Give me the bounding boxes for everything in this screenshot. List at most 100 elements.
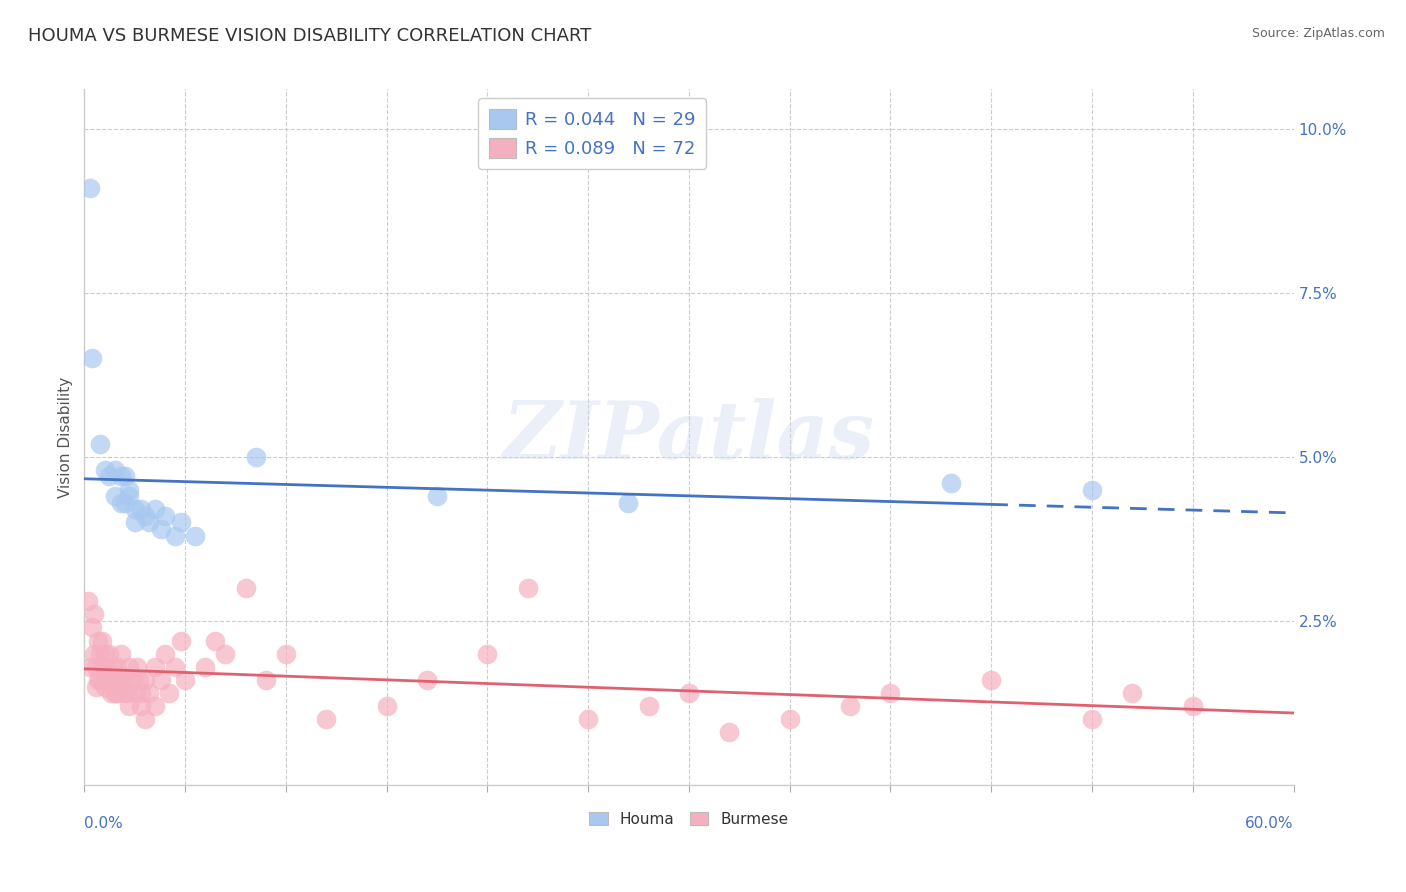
Point <box>315 712 337 726</box>
Point <box>194 660 217 674</box>
Point <box>617 496 640 510</box>
Point <box>170 633 193 648</box>
Point <box>1081 712 1104 726</box>
Point <box>110 469 132 483</box>
Point <box>134 508 156 523</box>
Point <box>115 686 138 700</box>
Point <box>516 581 538 595</box>
Point <box>107 673 129 687</box>
Point <box>879 686 901 700</box>
Point <box>110 647 132 661</box>
Point <box>118 660 141 674</box>
Point <box>718 725 741 739</box>
Point <box>254 673 277 687</box>
Point <box>143 699 166 714</box>
Point <box>82 351 104 366</box>
Point <box>678 686 700 700</box>
Point <box>86 680 108 694</box>
Point <box>97 673 120 687</box>
Point <box>165 528 187 542</box>
Point <box>101 660 124 674</box>
Text: Source: ZipAtlas.com: Source: ZipAtlas.com <box>1251 27 1385 40</box>
Point <box>124 502 146 516</box>
Point <box>124 686 146 700</box>
Point <box>274 647 297 661</box>
Point <box>128 673 150 687</box>
Text: ZIPatlas: ZIPatlas <box>503 399 875 475</box>
Text: HOUMA VS BURMESE VISION DISABILITY CORRELATION CHART: HOUMA VS BURMESE VISION DISABILITY CORRE… <box>28 27 592 45</box>
Y-axis label: Vision Disability: Vision Disability <box>58 376 73 498</box>
Point <box>416 673 439 687</box>
Point <box>121 673 143 687</box>
Point <box>97 469 120 483</box>
Point <box>124 516 146 530</box>
Legend: Houma, Burmese: Houma, Burmese <box>583 805 794 833</box>
Point <box>138 686 160 700</box>
Point <box>184 528 207 542</box>
Point <box>105 686 128 700</box>
Point <box>477 647 499 661</box>
Point <box>110 673 132 687</box>
Point <box>87 673 110 687</box>
Point <box>89 647 111 661</box>
Point <box>149 673 172 687</box>
Point <box>157 686 180 700</box>
Point <box>97 647 120 661</box>
Point <box>1181 699 1204 714</box>
Point <box>426 489 449 503</box>
Point <box>104 686 127 700</box>
Point <box>235 581 257 595</box>
Point <box>104 489 127 503</box>
Text: 60.0%: 60.0% <box>1246 815 1294 830</box>
Point <box>165 660 187 674</box>
Point <box>143 660 166 674</box>
Point <box>104 463 127 477</box>
Point <box>204 633 226 648</box>
Point <box>118 699 141 714</box>
Point <box>118 483 141 497</box>
Point <box>129 686 152 700</box>
Point <box>1121 686 1143 700</box>
Point <box>637 699 659 714</box>
Point <box>779 712 801 726</box>
Point <box>980 673 1002 687</box>
Point <box>91 633 114 648</box>
Point <box>134 712 156 726</box>
Point <box>245 450 267 464</box>
Point <box>170 516 193 530</box>
Point <box>143 502 166 516</box>
Point <box>939 476 962 491</box>
Point <box>114 673 136 687</box>
Point <box>125 660 148 674</box>
Point <box>89 436 111 450</box>
Point <box>79 660 101 674</box>
Point <box>1081 483 1104 497</box>
Point <box>110 496 132 510</box>
Point <box>100 673 122 687</box>
Point <box>153 508 176 523</box>
Point <box>77 594 100 608</box>
Point <box>100 686 122 700</box>
Point <box>174 673 197 687</box>
Point <box>104 673 127 687</box>
Point <box>153 647 176 661</box>
Point <box>138 516 160 530</box>
Point <box>118 489 141 503</box>
Point <box>89 673 111 687</box>
Point <box>82 620 104 634</box>
Point <box>576 712 599 726</box>
Point <box>79 180 101 194</box>
Point <box>93 680 115 694</box>
Point <box>87 633 110 648</box>
Point <box>83 647 105 661</box>
Point <box>93 647 115 661</box>
Point <box>91 660 114 674</box>
Point <box>375 699 398 714</box>
Point <box>114 469 136 483</box>
Point <box>105 660 128 674</box>
Point <box>134 673 156 687</box>
Point <box>129 699 152 714</box>
Point <box>839 699 862 714</box>
Point <box>96 660 118 674</box>
Point <box>129 502 152 516</box>
